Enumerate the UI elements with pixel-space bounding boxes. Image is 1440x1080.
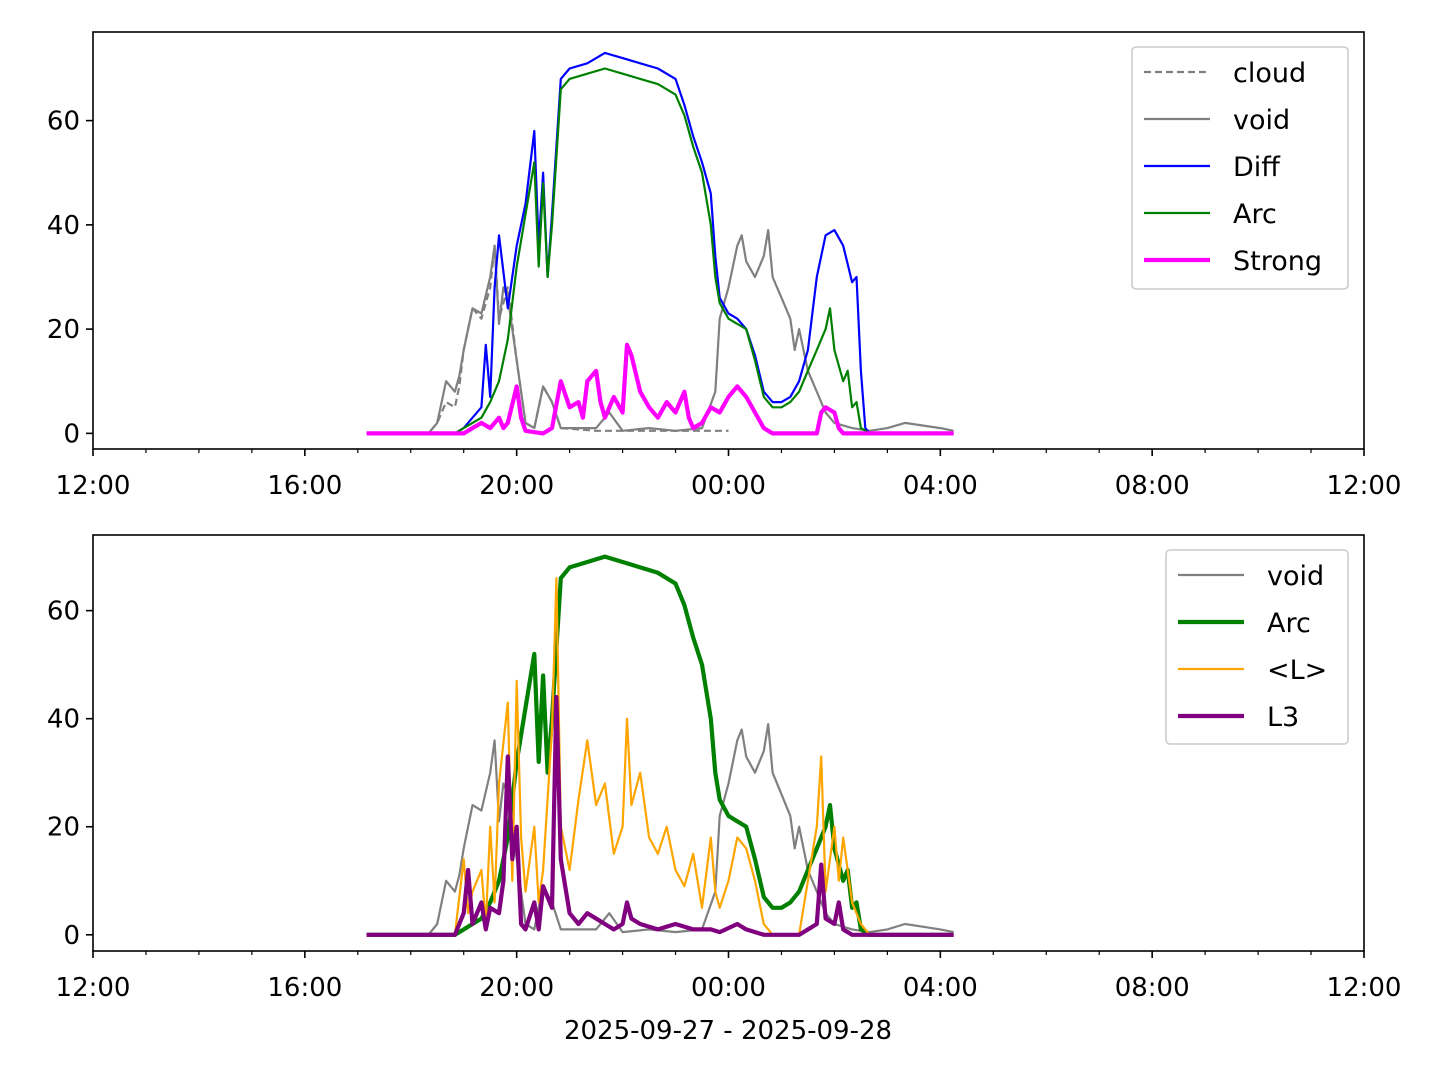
- y-tick-label: 60: [47, 597, 80, 627]
- legend-label: Arc: [1233, 199, 1277, 230]
- y-tick-label: 20: [47, 813, 80, 843]
- legend-box: [1165, 549, 1349, 745]
- x-tick-label: 20:00: [479, 973, 554, 1003]
- chart-panel-top: 0 20 40 60 12:00 16:00 20:00 00:00 04:00 08:00 12:…: [47, 31, 1402, 501]
- x-tick-label: 16:00: [267, 471, 342, 501]
- series-line-0-2: [366, 51, 954, 435]
- legend-label: Arc: [1267, 608, 1311, 639]
- y-tick-label: 60: [47, 107, 80, 137]
- series-line-0-3: [366, 67, 954, 435]
- y-tick-label: 40: [47, 211, 80, 241]
- x-tick-label: 00:00: [691, 471, 766, 501]
- legend-label: Diff: [1233, 152, 1281, 183]
- x-tick-label: 08:00: [1115, 471, 1190, 501]
- series-line-1-0: [366, 723, 954, 936]
- legend-label: cloud: [1233, 58, 1306, 89]
- legend-box: [1131, 46, 1349, 290]
- x-tick-label: 04:00: [903, 973, 978, 1003]
- legend-label: <L>: [1267, 655, 1327, 686]
- x-tick-label: 00:00: [691, 973, 766, 1003]
- x-tick-label: 04:00: [903, 471, 978, 501]
- series-line-0-4: [366, 342, 954, 436]
- legend-label: void: [1233, 105, 1290, 136]
- legend-label: L3: [1267, 702, 1299, 733]
- chart-panel-bottom: 0 20 40 60 12:00 16:00 20:00 00:00 04:00 08:00 12:…: [47, 534, 1402, 1003]
- series-line-1-1: [366, 554, 954, 937]
- y-tick-label: 0: [63, 921, 80, 951]
- y-tick-label: 0: [63, 419, 80, 449]
- x-tick-label: 08:00: [1115, 973, 1190, 1003]
- series-line-0-1: [366, 229, 954, 435]
- x-tick-label: 12:00: [1327, 973, 1402, 1003]
- series-line-1-3: [366, 695, 954, 937]
- y-tick-label: 40: [47, 705, 80, 735]
- x-tick-label: 12:00: [56, 973, 131, 1003]
- y-tick-label: 20: [47, 315, 80, 345]
- x-tick-label: 16:00: [267, 973, 342, 1003]
- series-line-1-2: [366, 577, 954, 936]
- legend-label: void: [1267, 561, 1324, 592]
- x-tick-label: 12:00: [56, 471, 131, 501]
- legend-label: Strong: [1233, 246, 1322, 277]
- x-axis-title: 2025-09-27 - 2025-09-28: [564, 1016, 892, 1046]
- x-tick-label: 20:00: [479, 471, 554, 501]
- x-tick-label: 12:00: [1327, 471, 1402, 501]
